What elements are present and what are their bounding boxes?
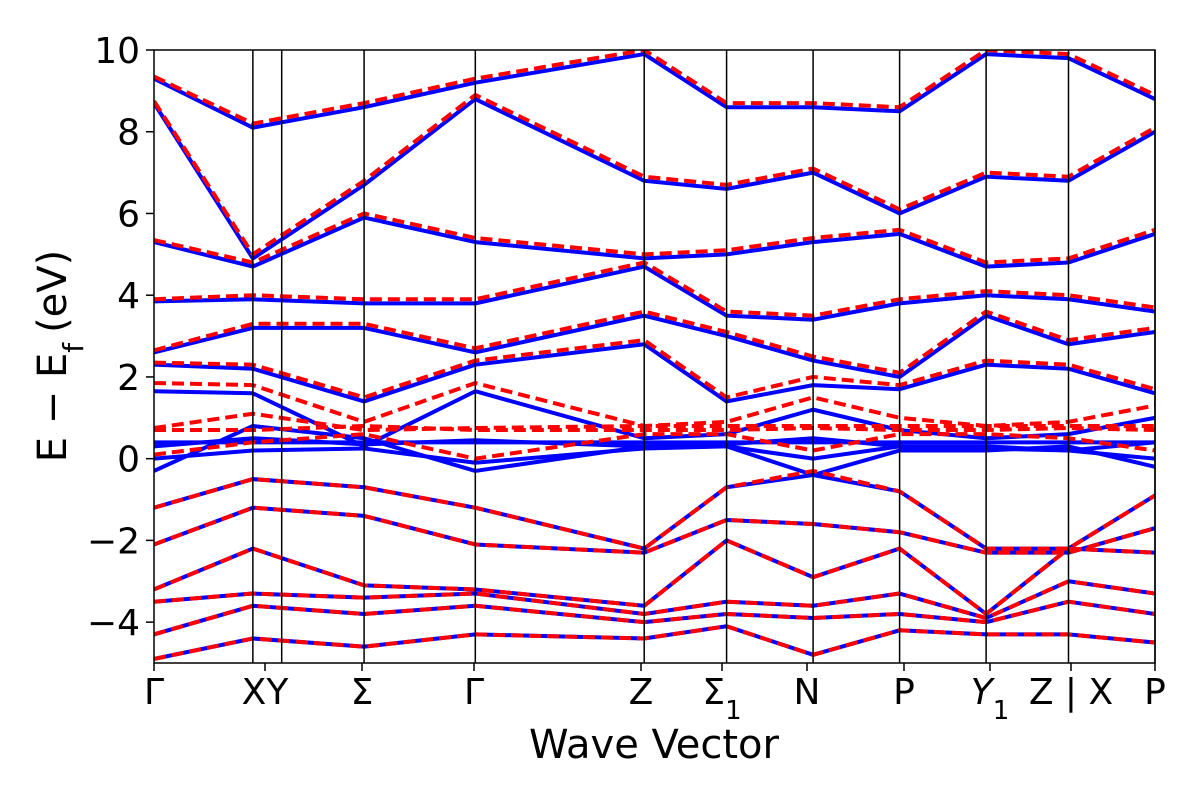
x-tick-label: P — [893, 672, 915, 713]
band-line-solid-5 — [154, 342, 1155, 404]
x-tick-label: Γ — [464, 672, 484, 713]
y-axis-title-main: E − E — [30, 353, 76, 463]
band-line-dashed-1 — [154, 423, 1155, 433]
x-tick-label: Z | X — [1029, 672, 1113, 713]
y-tick-label: 0 — [117, 440, 140, 481]
x-tick-label: Σ — [351, 672, 374, 713]
y-tick-label: −4 — [87, 603, 140, 644]
x-tick-label: P — [1144, 672, 1166, 713]
band-line-dashed-3 — [154, 381, 1155, 428]
y-tick-label: 4 — [117, 276, 140, 317]
kpoint-separators — [252, 50, 1156, 663]
x-tick-label: Σ1 — [702, 672, 741, 726]
x-tick-label: Γ — [144, 672, 164, 713]
x-axis-title: Wave Vector — [529, 722, 780, 768]
x-tick-label: XY — [242, 672, 290, 713]
x-axis-ticks: Γ XY Σ Γ Z Σ1 N P Y1 Z | X P — [144, 663, 1166, 726]
plot-area — [154, 50, 1155, 661]
band-line-dashed-4 — [154, 338, 1155, 400]
band-line-dashed-11 — [154, 505, 1155, 555]
band-line-dashed-13 — [154, 579, 1155, 621]
band-line-solid-10 — [154, 52, 1155, 130]
y-tick-label: 2 — [117, 358, 140, 399]
band-line-dashed-12 — [154, 538, 1155, 616]
y-axis-ticks: −4 −2 0 2 4 6 8 10 — [87, 31, 154, 644]
band-line-solid-12 — [154, 505, 1155, 555]
plot-frame — [153, 49, 1156, 664]
y-tick-label: 6 — [117, 194, 140, 235]
x-tick-label: Y1 — [971, 672, 1010, 726]
x-tick-label: N — [794, 672, 821, 713]
y-tick-label: 8 — [117, 113, 140, 154]
y-axis-title-sub: f — [57, 342, 90, 353]
band-line-dashed-7 — [154, 211, 1155, 265]
band-line-dashed-15 — [154, 624, 1155, 661]
y-axis-title: E − Ef (eV) — [30, 250, 90, 463]
y-tick-label: 10 — [94, 31, 140, 72]
band-line-dashed-14 — [154, 599, 1155, 637]
band-line-dashed-6 — [154, 260, 1155, 318]
y-axis-title-unit: (eV) — [30, 250, 76, 333]
y-tick-label: −2 — [87, 521, 140, 562]
x-tick-label: Z — [629, 672, 654, 713]
